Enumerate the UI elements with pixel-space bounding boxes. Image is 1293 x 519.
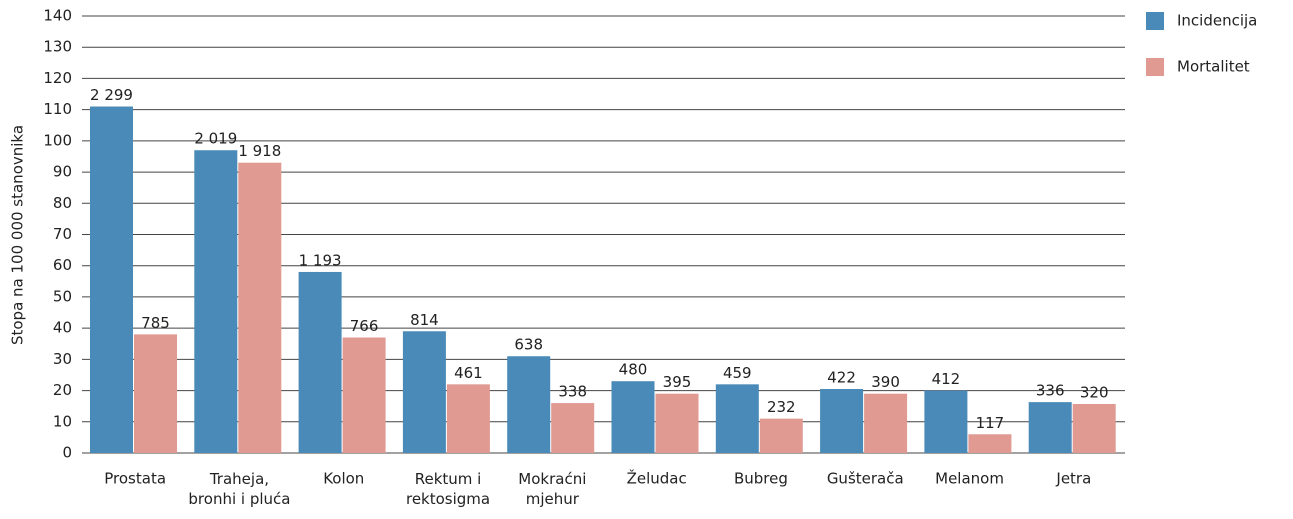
y-axis-label: Stopa na 100 000 stanovnika bbox=[9, 125, 27, 345]
bar bbox=[820, 389, 864, 453]
bar bbox=[238, 162, 282, 453]
data-label: 459 bbox=[723, 364, 752, 382]
data-label: 461 bbox=[454, 364, 483, 382]
data-label: 2 299 bbox=[90, 86, 133, 104]
bar bbox=[507, 356, 551, 453]
x-tick-label: Melanom bbox=[935, 470, 1004, 488]
data-label: 2 019 bbox=[194, 130, 237, 148]
bar bbox=[551, 403, 595, 453]
bar bbox=[1072, 403, 1116, 453]
bar bbox=[1028, 402, 1072, 453]
bar bbox=[864, 393, 908, 453]
data-label: 785 bbox=[141, 314, 170, 332]
data-label: 395 bbox=[663, 373, 692, 391]
legend-swatch bbox=[1146, 12, 1164, 30]
y-tick-label: 0 bbox=[62, 444, 72, 462]
y-tick-label: 10 bbox=[53, 412, 72, 430]
y-tick-label: 30 bbox=[53, 350, 72, 368]
data-label: 336 bbox=[1036, 382, 1065, 400]
bar bbox=[655, 393, 699, 453]
data-label: 390 bbox=[871, 373, 900, 391]
data-label: 480 bbox=[619, 361, 648, 379]
y-tick-label: 90 bbox=[53, 163, 72, 181]
y-tick-label: 100 bbox=[43, 131, 72, 149]
bar bbox=[968, 434, 1012, 453]
x-tick-label: Gušterača bbox=[827, 470, 904, 488]
y-tick-label: 40 bbox=[53, 319, 72, 337]
x-tick-label: Traheja, bronhi i pluća bbox=[188, 470, 290, 508]
x-tick-label: Rektum i rektosigma bbox=[406, 470, 490, 508]
data-label: 338 bbox=[558, 383, 587, 401]
data-label: 1 918 bbox=[238, 142, 281, 160]
bar bbox=[446, 384, 490, 453]
bar bbox=[715, 384, 759, 453]
bar bbox=[134, 334, 177, 453]
bar bbox=[759, 418, 803, 453]
data-label: 117 bbox=[976, 414, 1005, 432]
legend-label: Mortalitet bbox=[1177, 58, 1250, 76]
data-label: 638 bbox=[514, 336, 543, 354]
y-tick-label: 60 bbox=[53, 256, 72, 274]
bar bbox=[402, 331, 446, 453]
x-tick-label: Jetra bbox=[1055, 470, 1091, 488]
x-tick-label: Kolon bbox=[323, 470, 364, 488]
y-tick-label: 120 bbox=[43, 69, 72, 87]
legend-label: Incidencija bbox=[1177, 12, 1257, 30]
x-tick-label: Mokraćni mjehur bbox=[518, 470, 586, 508]
x-tick-label: Bubreg bbox=[734, 470, 788, 488]
data-label: 1 193 bbox=[299, 251, 342, 269]
x-tick-label: Prostata bbox=[104, 470, 166, 488]
y-tick-label: 80 bbox=[53, 194, 72, 212]
y-tick-label: 110 bbox=[43, 100, 72, 118]
x-tick-label: Želudac bbox=[627, 469, 687, 488]
y-tick-label: 50 bbox=[53, 287, 72, 305]
bar bbox=[611, 381, 655, 453]
y-tick-label: 130 bbox=[43, 38, 72, 56]
y-tick-label: 140 bbox=[43, 7, 72, 25]
legend-swatch bbox=[1146, 58, 1164, 76]
data-label: 320 bbox=[1080, 383, 1109, 401]
data-label: 232 bbox=[767, 398, 796, 416]
data-label: 422 bbox=[827, 369, 856, 387]
bar bbox=[194, 150, 238, 453]
bar bbox=[342, 337, 386, 453]
bar bbox=[298, 271, 342, 453]
y-tick-label: 70 bbox=[53, 225, 72, 243]
data-label: 814 bbox=[410, 311, 439, 329]
bar bbox=[924, 390, 968, 453]
y-tick-label: 20 bbox=[53, 381, 72, 399]
bar bbox=[90, 106, 133, 454]
data-label: 766 bbox=[350, 317, 379, 335]
data-label: 412 bbox=[932, 370, 961, 388]
